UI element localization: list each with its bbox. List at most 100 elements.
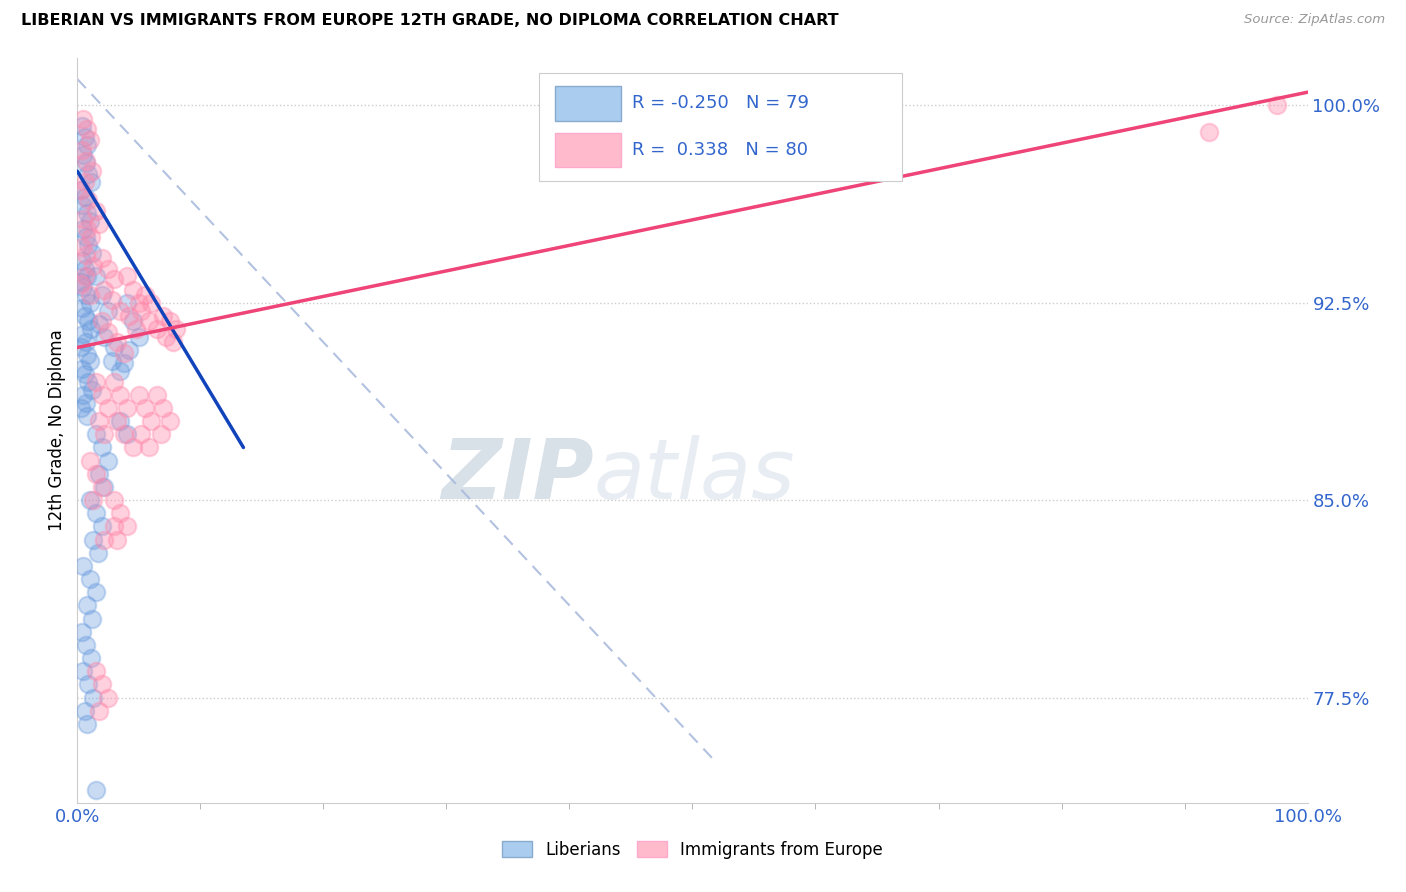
- Point: [159, 414, 181, 428]
- Point: [70, 253, 93, 268]
- Point: [70, 277, 93, 292]
- Point: [90, 314, 114, 328]
- Point: [138, 314, 160, 328]
- Point: [70, 183, 93, 197]
- Point: [77, 193, 100, 207]
- Point: [118, 309, 141, 323]
- Text: ZIP: ZIP: [441, 434, 595, 516]
- Point: [70, 341, 93, 355]
- Point: [79, 353, 101, 368]
- Point: [73, 130, 96, 145]
- Point: [105, 414, 128, 428]
- Point: [80, 322, 103, 336]
- Point: [76, 716, 98, 731]
- Point: [112, 427, 135, 442]
- Point: [77, 375, 100, 389]
- Point: [72, 388, 94, 402]
- Point: [70, 361, 93, 376]
- Point: [73, 309, 96, 323]
- Point: [155, 330, 177, 344]
- Point: [110, 414, 132, 428]
- Point: [75, 153, 97, 168]
- Point: [79, 295, 101, 310]
- Point: [70, 301, 93, 315]
- Point: [70, 198, 93, 212]
- Point: [76, 599, 98, 613]
- Point: [70, 401, 93, 415]
- Point: [125, 322, 148, 336]
- Point: [112, 345, 135, 359]
- Text: atlas: atlas: [595, 434, 796, 516]
- Point: [82, 245, 104, 260]
- Point: [89, 217, 111, 231]
- Point: [73, 704, 96, 718]
- Point: [70, 183, 93, 197]
- Point: [82, 493, 104, 508]
- Point: [89, 317, 111, 331]
- Point: [1198, 125, 1220, 139]
- Point: [84, 506, 107, 520]
- Point: [121, 314, 143, 328]
- Point: [76, 137, 98, 152]
- Point: [72, 664, 94, 678]
- FancyBboxPatch shape: [538, 73, 901, 181]
- Text: Source: ZipAtlas.com: Source: ZipAtlas.com: [1244, 13, 1385, 27]
- Point: [73, 190, 96, 204]
- Point: [79, 288, 101, 302]
- FancyBboxPatch shape: [555, 133, 621, 168]
- Point: [146, 388, 169, 402]
- Point: [75, 335, 97, 350]
- Text: R = -0.250   N = 79: R = -0.250 N = 79: [633, 94, 810, 112]
- Point: [159, 314, 181, 328]
- Point: [84, 375, 107, 389]
- Point: [129, 303, 153, 318]
- Point: [90, 251, 114, 265]
- Point: [79, 132, 101, 146]
- Point: [138, 441, 160, 455]
- Point: [77, 314, 100, 328]
- Point: [76, 348, 98, 362]
- Point: [110, 303, 132, 318]
- Point: [84, 782, 107, 797]
- Point: [134, 288, 156, 302]
- Point: [118, 343, 141, 358]
- Point: [76, 222, 98, 236]
- Point: [73, 367, 96, 381]
- Point: [89, 414, 111, 428]
- Point: [79, 214, 101, 228]
- Point: [97, 453, 120, 467]
- Point: [90, 677, 114, 691]
- Point: [128, 388, 150, 402]
- Point: [1265, 98, 1288, 112]
- Point: [75, 396, 97, 410]
- Point: [115, 295, 138, 310]
- Point: [101, 293, 124, 307]
- Point: [84, 269, 107, 284]
- Point: [121, 441, 143, 455]
- Point: [79, 493, 101, 508]
- Point: [103, 493, 125, 508]
- Point: [87, 546, 110, 560]
- Point: [80, 651, 103, 665]
- Point: [103, 375, 125, 389]
- Point: [115, 401, 138, 415]
- Point: [90, 288, 114, 302]
- Point: [70, 240, 93, 254]
- Point: [90, 480, 114, 494]
- Text: LIBERIAN VS IMMIGRANTS FROM EUROPE 12TH GRADE, NO DIPLOMA CORRELATION CHART: LIBERIAN VS IMMIGRANTS FROM EUROPE 12TH …: [21, 13, 839, 29]
- Point: [105, 533, 128, 547]
- Point: [97, 325, 120, 339]
- Point: [128, 295, 150, 310]
- Point: [79, 572, 101, 586]
- Point: [134, 401, 156, 415]
- Point: [90, 441, 114, 455]
- Point: [141, 295, 163, 310]
- Point: [93, 330, 115, 344]
- Point: [165, 322, 187, 336]
- Point: [97, 261, 120, 276]
- Point: [72, 112, 94, 126]
- Point: [90, 388, 114, 402]
- Point: [89, 467, 111, 481]
- Point: [103, 519, 125, 533]
- Point: [129, 427, 153, 442]
